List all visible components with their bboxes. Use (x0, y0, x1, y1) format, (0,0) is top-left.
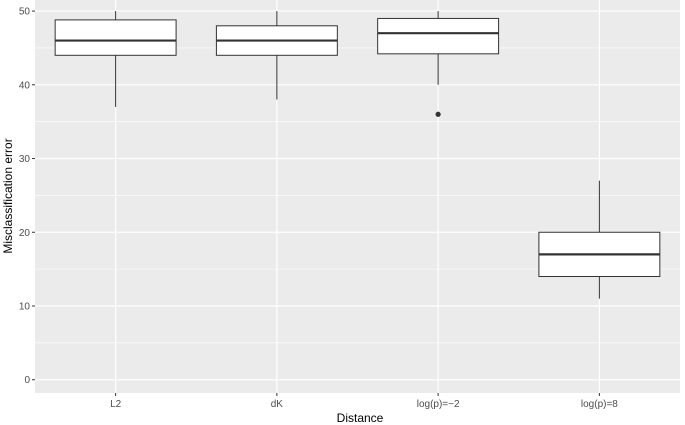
y-tick-label: 50 (19, 7, 31, 18)
y-tick-label: 40 (19, 80, 31, 91)
y-tick-label: 30 (19, 154, 31, 165)
boxplots (54, 11, 661, 299)
box-log(p)=−2 (377, 11, 500, 117)
y-axis-title: Misclassification error (1, 138, 15, 253)
y-axis-ticks: 0 10 20 30 40 50 (19, 7, 35, 386)
box-iqr (377, 17, 500, 55)
box-dK (215, 11, 338, 100)
x-axis-ticks: L2 dK log(p)=−2 log(p)=8 (110, 393, 618, 410)
x-tick-label: log(p)=8 (581, 399, 618, 410)
y-tick-label: 20 (19, 228, 31, 239)
box-iqr (54, 19, 177, 56)
x-tick-label: log(p)=−2 (417, 399, 460, 410)
outlier-point (435, 111, 441, 117)
box-L2 (54, 11, 177, 107)
y-tick-label: 10 (19, 301, 31, 312)
x-tick-label: dK (271, 399, 284, 410)
x-tick-label: L2 (110, 399, 122, 410)
y-tick-label: 0 (24, 375, 30, 386)
box-log(p)=8 (538, 180, 661, 299)
x-axis-title: Distance (337, 411, 384, 425)
plot-panel (35, 0, 680, 393)
